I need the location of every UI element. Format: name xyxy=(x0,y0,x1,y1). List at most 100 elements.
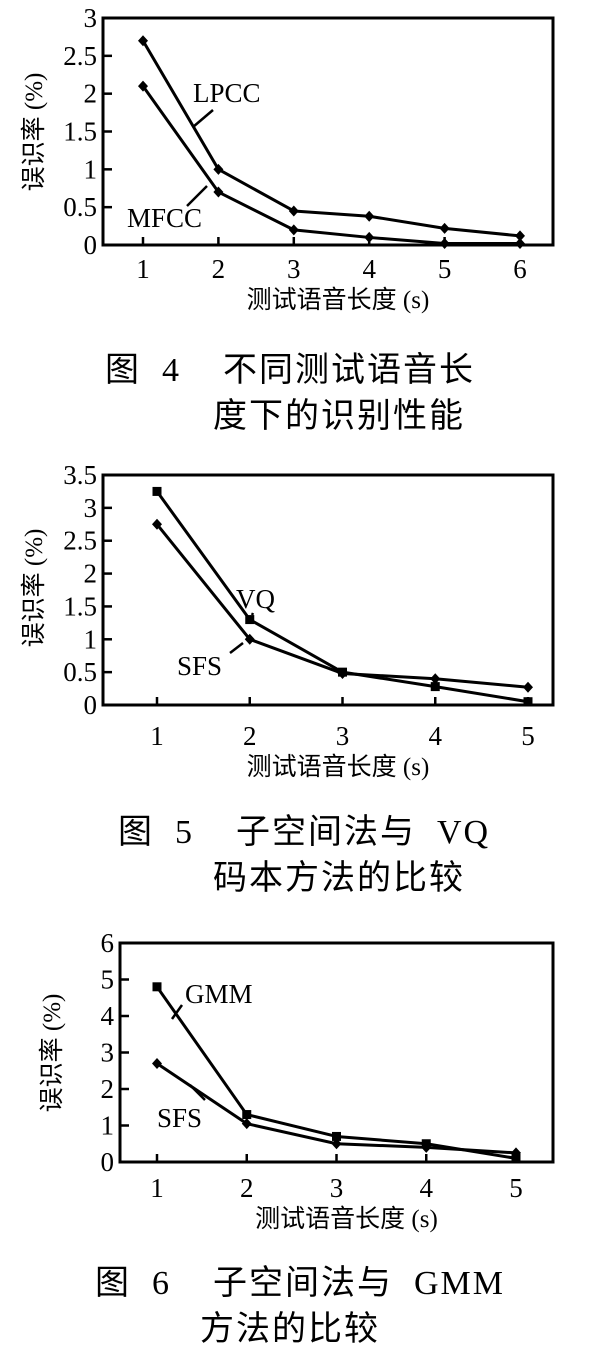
data-point-sfs xyxy=(331,1138,342,1150)
data-point-sfs xyxy=(152,518,162,530)
y-tick-label: 3 xyxy=(84,493,98,523)
x-axis-label: 测试语音长度 (s) xyxy=(255,1205,438,1233)
data-point-sfs xyxy=(244,633,255,645)
caption-fig6-line2: 方法的比较 xyxy=(200,1311,380,1348)
data-point-lpcc xyxy=(439,222,450,234)
data-point-mfcc xyxy=(515,237,525,249)
y-tick-label: 0.5 xyxy=(63,657,97,687)
data-point-vq xyxy=(430,682,440,692)
x-tick-label: 1 xyxy=(150,721,164,751)
leader-line xyxy=(186,185,208,207)
data-point-mfcc xyxy=(439,237,450,249)
plot-frame xyxy=(101,473,555,707)
data-point-sfs xyxy=(430,673,441,685)
series-label-lpcc: LPCC xyxy=(193,78,261,108)
series-line-mfcc xyxy=(141,85,520,245)
x-tick-label: 5 xyxy=(509,1173,523,1203)
caption-fig5-line2: 码本方法的比较 xyxy=(213,860,465,897)
series-label-mfcc: MFCC xyxy=(127,203,202,233)
data-point-mfcc xyxy=(288,224,299,236)
data-point-vq xyxy=(245,615,255,625)
data-point-mfcc xyxy=(213,186,224,198)
figure-4: 0 0.5 1 1.5 2 2.5 3 1 2 3 4 5 6 误识率 (%) 测试语音长度 (s) LPCC… xyxy=(0,0,600,450)
x-tick-label: 5 xyxy=(438,254,452,284)
y-tick-label: 0 xyxy=(84,690,98,720)
data-point-mfcc xyxy=(364,231,375,243)
leader-line xyxy=(250,612,255,616)
data-point-sfs xyxy=(152,1057,162,1069)
data-point-lpcc xyxy=(364,210,375,222)
y-axis-label: 误识率 (%) xyxy=(20,73,48,192)
x-tick-label: 3 xyxy=(330,1173,344,1203)
leader-line xyxy=(170,1004,184,1020)
caption-fig4-line1: 图 4 不同测试语音长 xyxy=(105,352,475,389)
x-tick-label: 2 xyxy=(240,1173,254,1203)
y-tick-label: 3.5 xyxy=(63,460,97,490)
data-point-sfs xyxy=(241,1118,252,1130)
caption-fig4: 图 4 不同测试语音长 度下的识别性能 xyxy=(0,348,600,440)
y-tick-label: 2 xyxy=(84,79,98,109)
x-tick-label: 1 xyxy=(136,254,150,284)
y-tick-label: 6 xyxy=(101,928,115,958)
x-axis-label: 测试语音长度 (s) xyxy=(247,753,430,781)
x-tick-label: 1 xyxy=(150,1173,164,1203)
data-point-lpcc xyxy=(213,163,224,175)
figure-5: 0 0.5 1 1.5 2 2.5 3 3.5 1 2 3 4 5 误识率 (%) 测试语音长度 (s) VQ… xyxy=(0,455,600,920)
x-tick-label: 4 xyxy=(429,721,443,751)
leader-line xyxy=(229,642,244,654)
x-tick-label: 3 xyxy=(336,721,350,751)
x-tick-label: 6 xyxy=(513,254,527,284)
data-point-lpcc xyxy=(515,230,525,242)
figure-6: 0 1 2 3 4 5 6 1 2 3 4 5 误识率 (%) 测试语音长度 (s) GMM SFS 图 6 … xyxy=(0,925,600,1364)
x-axis-label: 测试语音长度 (s) xyxy=(247,286,430,314)
series-label-sfs: SFS xyxy=(157,1103,202,1133)
data-point-sfs xyxy=(511,1147,521,1159)
y-tick-label: 2 xyxy=(101,1074,115,1104)
y-tick-label: 2 xyxy=(84,559,98,589)
caption-fig6: 图 6 子空间法与 GMM 方法的比较 xyxy=(0,1261,600,1353)
x-tick-label: 4 xyxy=(420,1173,434,1203)
y-tick-label: 0 xyxy=(84,230,98,260)
x-tick-label: 4 xyxy=(362,254,376,284)
y-tick-label: 3 xyxy=(84,3,98,33)
caption-fig6-line1: 图 6 子空间法与 GMM xyxy=(95,1265,506,1302)
chart-fig6: 0 1 2 3 4 5 6 1 2 3 4 5 误识率 (%) 测试语音长度 (s) GMM SFS xyxy=(38,928,555,1233)
y-tick-label: 1 xyxy=(101,1111,115,1141)
data-point-gmm xyxy=(332,1131,341,1141)
caption-fig5: 图 5 子空间法与 VQ 码本方法的比较 xyxy=(0,810,600,902)
data-point-vq xyxy=(152,486,162,496)
data-point-lpcc xyxy=(288,205,299,217)
data-point-sfs xyxy=(421,1141,432,1153)
series-label-vq: VQ xyxy=(236,584,275,614)
series-label-sfs: SFS xyxy=(177,651,222,681)
data-point-sfs xyxy=(337,667,348,679)
y-tick-label: 4 xyxy=(101,1001,115,1031)
y-tick-label: 1 xyxy=(84,624,98,654)
y-tick-label: 2.5 xyxy=(63,526,97,556)
chart-fig4: 0 0.5 1 1.5 2 2.5 3 1 2 3 4 5 6 误识率 (%) 测试语音长度 (s) LPCC… xyxy=(20,3,555,314)
y-tick-label: 1 xyxy=(84,154,98,184)
x-tick-label: 5 xyxy=(521,721,535,751)
data-point-lpcc xyxy=(138,35,148,47)
leader-line xyxy=(189,1084,206,1101)
data-point-gmm xyxy=(152,982,162,992)
y-tick-label: 0 xyxy=(101,1147,115,1177)
x-tick-label: 2 xyxy=(243,721,257,751)
data-point-vq xyxy=(523,697,533,707)
y-axis-label: 误识率 (%) xyxy=(20,529,48,648)
y-axis-label: 误识率 (%) xyxy=(38,994,66,1113)
x-tick-label: 2 xyxy=(212,254,226,284)
caption-fig5-line1: 图 5 子空间法与 VQ xyxy=(118,814,491,851)
series-label-gmm: GMM xyxy=(185,979,253,1009)
y-tick-label: 1.5 xyxy=(63,117,97,147)
y-tick-label: 2.5 xyxy=(63,41,97,71)
leader-line xyxy=(192,109,214,128)
data-point-gmm xyxy=(242,1110,252,1120)
x-tick-label: 3 xyxy=(287,254,301,284)
data-point-sfs xyxy=(523,681,533,693)
y-tick-label: 3 xyxy=(101,1038,115,1068)
caption-fig4-line2: 度下的识别性能 xyxy=(213,398,465,435)
y-tick-label: 1.5 xyxy=(63,591,97,621)
data-point-mfcc xyxy=(138,80,148,92)
